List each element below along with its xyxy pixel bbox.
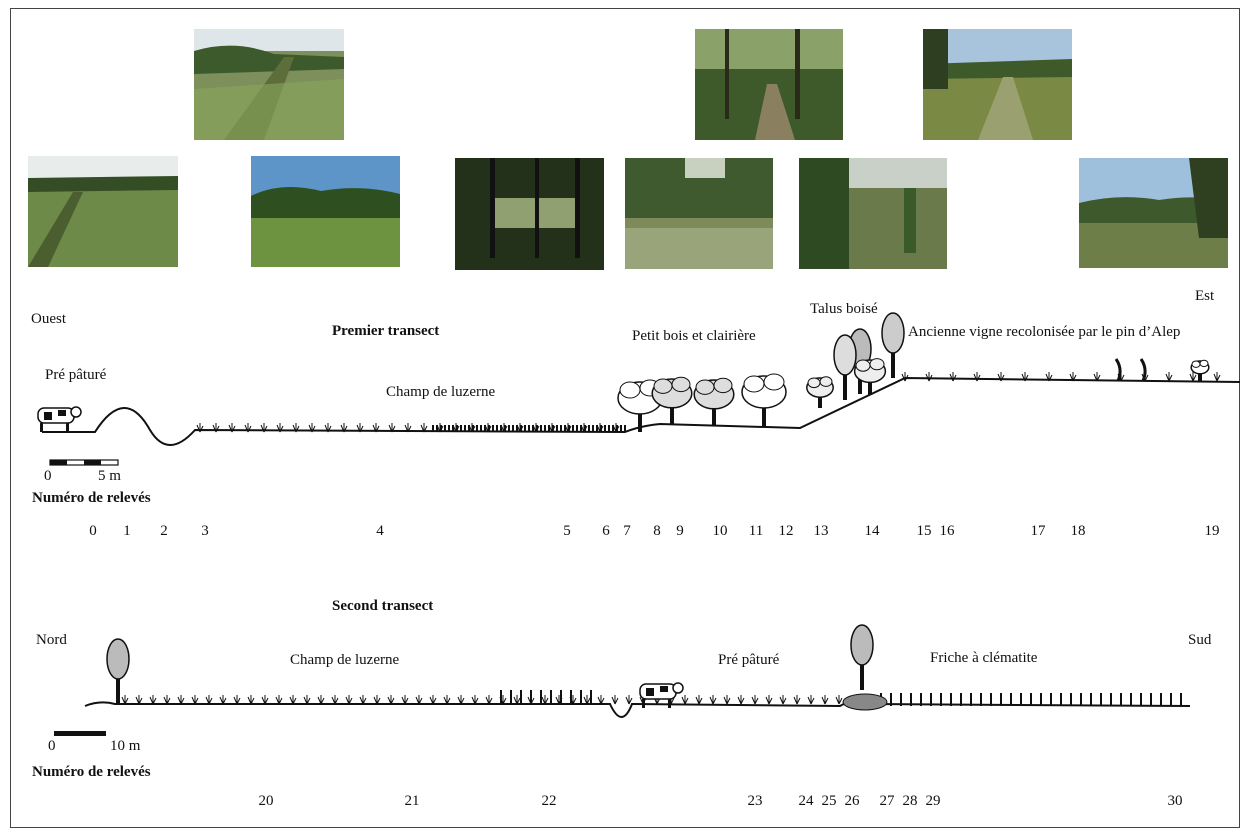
photo-wooded-bank [799,158,947,269]
releve-17: 17 [1030,523,1046,539]
releve-13: 13 [813,523,829,539]
releve-10: 10 [712,523,728,539]
scale-label-zero-2: 0 [48,738,56,754]
releve-15: 15 [916,523,932,539]
cow-icon [37,406,82,432]
releve-14: 14 [864,523,880,539]
releve-1: 1 [123,523,131,539]
cow-icon [639,682,684,708]
releve-27: 27 [879,793,895,809]
releve-25: 25 [821,793,837,809]
releve-4: 4 [376,523,384,539]
photo-wooded-path [695,29,843,140]
releve-2: 2 [160,523,168,539]
direction-east: Est [1195,288,1215,304]
photo-recolonized-vineyard [1079,158,1228,268]
habitat-grazed-meadow: Pré pâturé [45,367,107,383]
habitat-small-wood: Petit bois et clairière [632,328,756,344]
habitat-wooded-bank: Talus boisé [810,301,878,317]
habitat-alfalfa-field: Champ de luzerne [386,384,496,400]
transect1-title: Premier transect [332,323,440,339]
releve-29: 29 [925,793,941,809]
scale-label-zero: 0 [44,468,52,484]
releve-22: 22 [541,793,557,809]
direction-west: Ouest [31,311,66,327]
releve-23: 23 [747,793,763,809]
releves-heading-2: Numéro de relevés [32,764,151,780]
scale-bar-5m [49,459,119,466]
releve-16: 16 [939,523,955,539]
habitat-clematis-wasteland: Friche à clématite [930,650,1038,666]
releve-8: 8 [653,523,661,539]
releve-5: 5 [563,523,571,539]
releve-28: 28 [902,793,918,809]
releve-6: 6 [602,523,610,539]
releve-19: 19 [1204,523,1220,539]
scale-label-10m: 10 m [110,738,141,754]
photo-grazed-meadow [28,156,178,267]
releve-21: 21 [404,793,420,809]
releve-0: 0 [89,523,97,539]
transect1-profile [42,376,1241,446]
photo-clearing [625,158,773,269]
releve-26: 26 [844,793,860,809]
releve-11: 11 [748,523,764,539]
transect1-vegetation [196,312,1221,433]
releves-heading-1: Numéro de relevés [32,490,151,506]
photo-hedge-meadow [194,29,344,140]
direction-south: Sud [1188,632,1212,648]
scale-label-5m: 5 m [98,468,121,484]
habitat-alfalfa-field-2: Champ de luzerne [290,652,400,668]
direction-north: Nord [36,632,67,648]
releve-24: 24 [798,793,814,809]
habitat-grazed-meadow-2: Pré pâturé [718,652,780,668]
releve-30: 30 [1167,793,1183,809]
transect2-profile [84,701,1191,718]
photo-alfalfa-field [251,156,400,267]
releve-7: 7 [623,523,631,539]
figure-frame [10,8,1240,828]
transect2-title: Second transect [332,598,434,614]
releve-20: 20 [258,793,274,809]
releve-9: 9 [676,523,684,539]
releve-12: 12 [778,523,794,539]
scale-bar-10m [54,731,106,736]
releve-3: 3 [201,523,209,539]
habitat-recolonized-vineyard: Ancienne vigne recolonisée par le pin d’… [908,324,1181,340]
photo-small-wood [455,158,604,270]
releve-18: 18 [1070,523,1086,539]
photo-vineyard-track [923,29,1072,140]
